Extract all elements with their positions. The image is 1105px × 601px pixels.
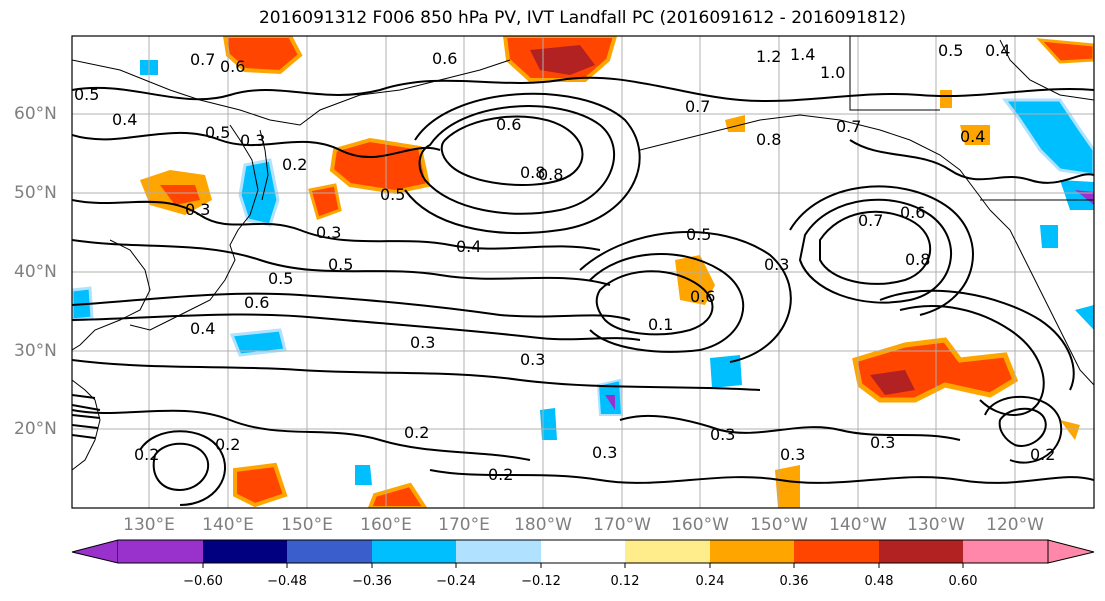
contour-label: 1.4 xyxy=(790,45,815,64)
contour-label: 0.6 xyxy=(690,287,715,306)
contour-label: 0.3 xyxy=(410,333,435,352)
colorbar-tick-label: 0.36 xyxy=(779,574,809,589)
colorbar-segment xyxy=(118,540,203,563)
contour-label: 0.1 xyxy=(648,315,673,334)
contour-label: 0.5 xyxy=(686,225,711,244)
colorbar-segment xyxy=(794,540,879,563)
lon-label-140w: 140°W xyxy=(829,515,887,535)
contour-label: 0.3 xyxy=(316,223,341,242)
contour-label: 0.3 xyxy=(870,433,895,452)
contour-label: 0.3 xyxy=(185,200,210,219)
colorbar-ticks xyxy=(202,563,964,568)
lat-label-30n: 30°N xyxy=(14,341,57,361)
contour-label: 0.5 xyxy=(205,123,230,142)
contour-label: 0.5 xyxy=(938,41,963,60)
lon-label-150e: 150°E xyxy=(281,515,333,535)
pv-contours xyxy=(72,76,1094,506)
colorbar-tick-label: −0.60 xyxy=(183,574,223,589)
contour-label: 0.2 xyxy=(488,465,513,484)
contour-label: 0.6 xyxy=(900,203,925,222)
colorbar-segment xyxy=(541,540,625,563)
contour-label: 0.7 xyxy=(190,50,215,69)
contour-label: 0.5 xyxy=(268,269,293,288)
contour-label: 0.3 xyxy=(710,425,735,444)
lon-label-150w: 150°W xyxy=(750,515,808,535)
contour-label: 0.3 xyxy=(592,443,617,462)
colorbar-tick-label: −0.12 xyxy=(521,574,561,589)
lat-label-50n: 50°N xyxy=(14,183,57,203)
colorbar-tick-label: 0.60 xyxy=(948,574,978,589)
map-title: 2016091312 F006 850 hPa PV, IVT Landfall… xyxy=(258,8,906,28)
lat-label-60n: 60°N xyxy=(14,104,57,124)
colorbar-tick-label: 0.48 xyxy=(864,574,894,589)
contour-label: 1.2 xyxy=(756,47,781,66)
contour-label: 0.4 xyxy=(190,319,215,338)
contour-label: 1.0 xyxy=(820,63,845,82)
lon-label-160e: 160°E xyxy=(360,515,412,535)
colorbar-tick-label: −0.36 xyxy=(352,574,392,589)
contour-label: 0.2 xyxy=(134,445,159,464)
colorbar-segment xyxy=(710,540,794,563)
contour-label: 0.4 xyxy=(985,41,1010,60)
lon-label-160w: 160°W xyxy=(671,515,729,535)
contour-label: 0.4 xyxy=(456,237,481,256)
colorbar-right-arrow xyxy=(1047,539,1095,564)
map-border xyxy=(71,35,1095,509)
lat-label-40n: 40°N xyxy=(14,262,57,282)
lon-label-170w: 170°W xyxy=(593,515,651,535)
lon-label-140e: 140°E xyxy=(202,515,254,535)
lat-label-20n: 20°N xyxy=(14,419,57,439)
colorbar-segment xyxy=(287,540,372,563)
contour-label: 0.8 xyxy=(905,250,930,269)
lon-label-170e: 170°E xyxy=(438,515,490,535)
colorbar-segment xyxy=(963,540,1048,563)
lon-label-130w: 130°W xyxy=(907,515,965,535)
colorbar-tick-label: −0.48 xyxy=(267,574,307,589)
lon-label-130e: 130°E xyxy=(123,515,175,535)
contour-label: 0.8 xyxy=(520,163,545,182)
colorbar-segment xyxy=(372,540,456,563)
colorbar-tick-label: 0.12 xyxy=(610,574,640,589)
contour-label: 0.6 xyxy=(432,49,457,68)
contour-label: 0.4 xyxy=(112,110,137,129)
contour-label: 0.7 xyxy=(685,97,710,116)
contour-label: 0.7 xyxy=(858,211,883,230)
contour-label-group: 0.7 0.6 0.6 1.2 1.4 1.0 0.5 0.4 0.5 0.4 … xyxy=(74,41,1055,484)
negative-anomaly-shading xyxy=(72,60,1094,485)
lon-label-120w: 120°W xyxy=(986,515,1044,535)
contour-label: 0.6 xyxy=(220,57,245,76)
contour-label: 0.2 xyxy=(1030,445,1055,464)
contour-label: 0.2 xyxy=(404,423,429,442)
contour-label: 0.3 xyxy=(240,131,265,150)
contour-label: 0.5 xyxy=(328,255,353,274)
contour-label: 0.6 xyxy=(244,293,269,312)
colorbar xyxy=(71,539,1095,568)
colorbar-segment xyxy=(203,540,287,563)
colorbar-segment xyxy=(879,540,963,563)
contour-label: 0.4 xyxy=(960,127,985,146)
lon-label-180w: 180°W xyxy=(514,515,572,535)
colorbar-left-arrow xyxy=(71,539,119,564)
contour-label: 0.3 xyxy=(764,255,789,274)
contour-label: 0.2 xyxy=(282,155,307,174)
contour-label: 0.7 xyxy=(836,117,861,136)
contour-label: 0.3 xyxy=(520,350,545,369)
contour-label: 0.2 xyxy=(215,435,240,454)
colorbar-tick-label: 0.24 xyxy=(695,574,725,589)
colorbar-segment xyxy=(456,540,541,563)
contour-label: 0.5 xyxy=(380,185,405,204)
contour-label: 0.8 xyxy=(538,165,563,184)
contour-label: 0.3 xyxy=(780,445,805,464)
contour-label: 0.8 xyxy=(756,130,781,149)
contour-label: 0.5 xyxy=(74,85,99,104)
contour-label: 0.6 xyxy=(496,115,521,134)
colorbar-tick-label: −0.24 xyxy=(436,574,476,589)
colorbar-segment xyxy=(625,540,710,563)
